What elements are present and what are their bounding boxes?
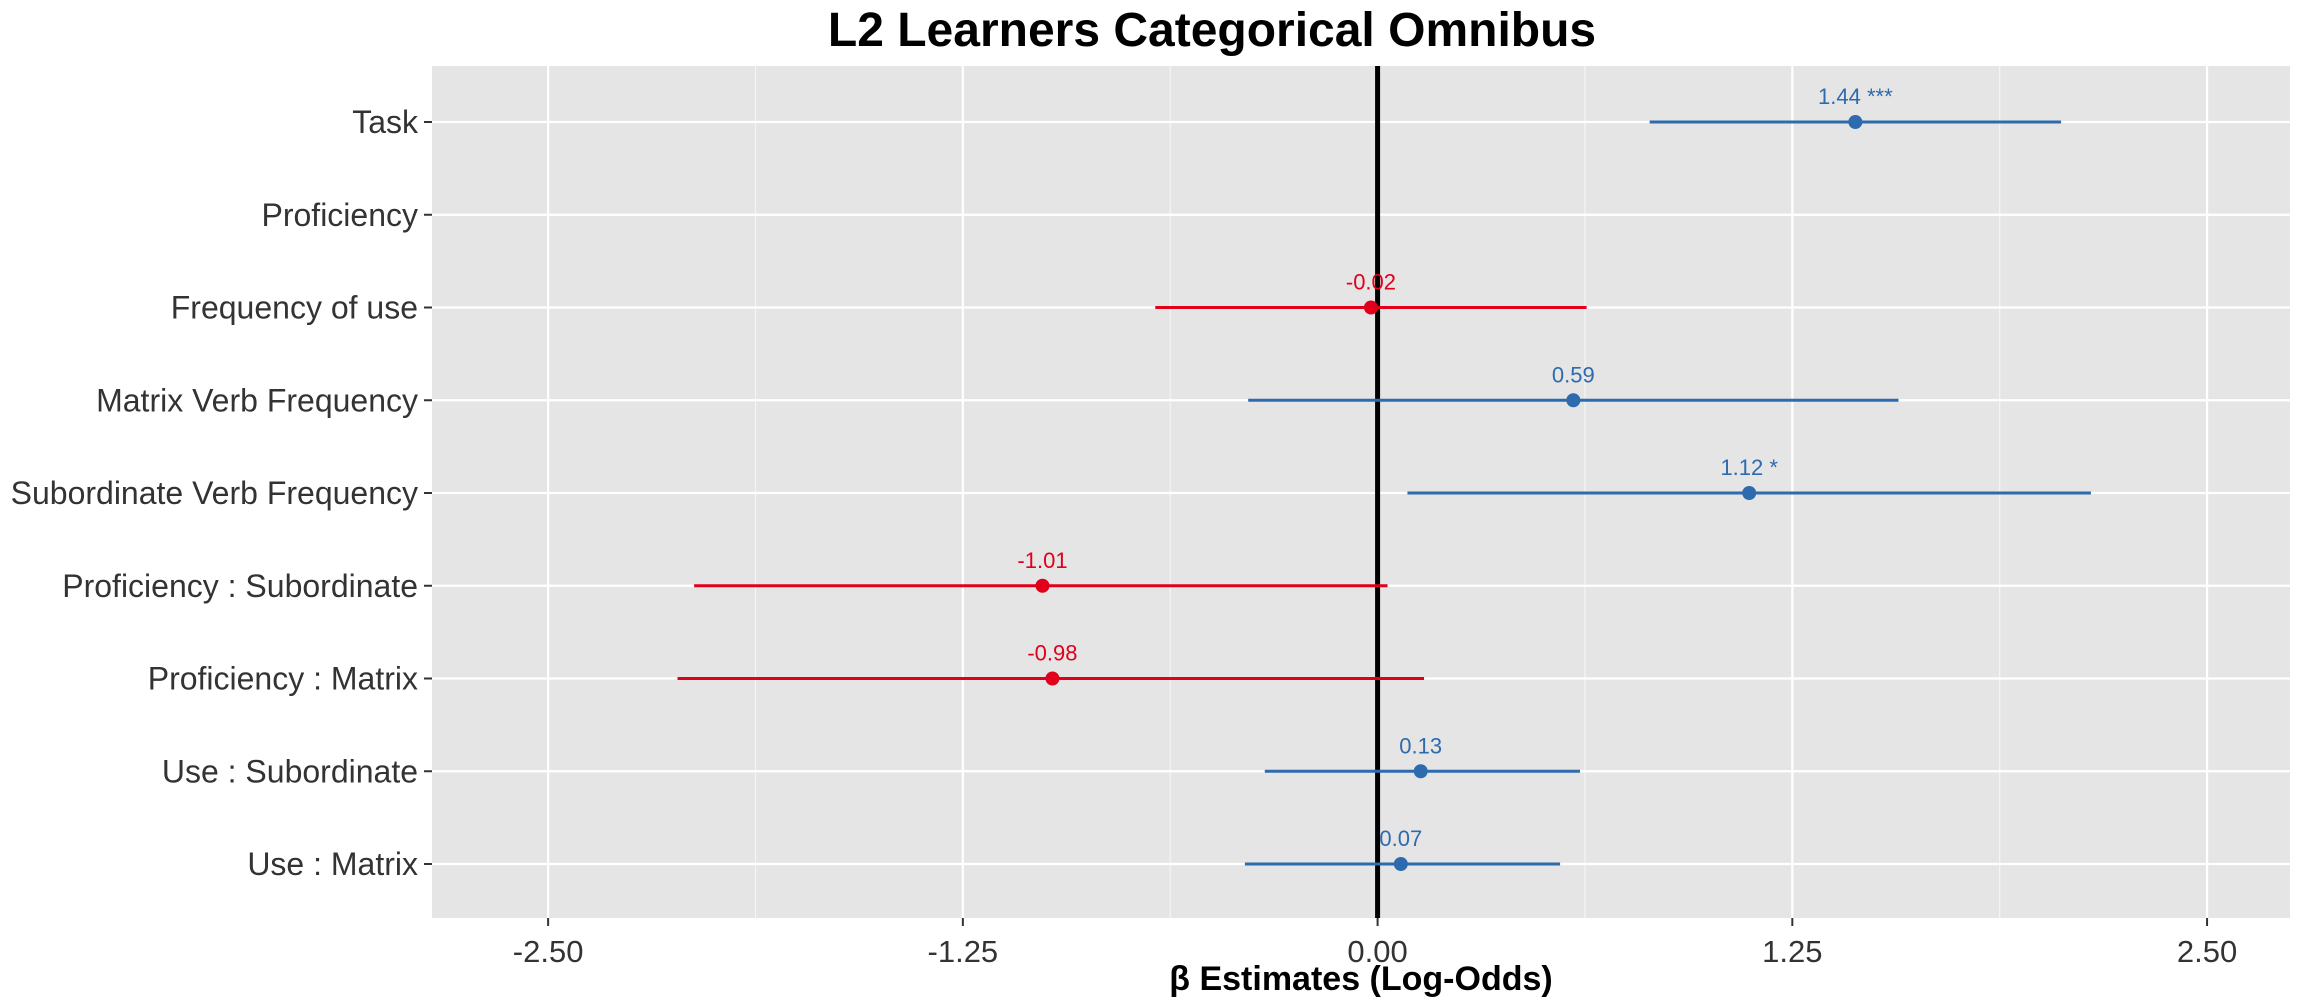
estimate-label: -0.02 [1346, 270, 1396, 295]
y-tick-label: Proficiency : Subordinate [62, 568, 418, 604]
y-tick-label: Use : Subordinate [162, 753, 418, 789]
x-tick-label: -2.50 [513, 934, 584, 969]
estimate-label: 1.12 * [1720, 455, 1778, 480]
y-tick-label: Subordinate Verb Frequency [11, 475, 418, 511]
estimate-point [1393, 857, 1408, 871]
y-tick-label: Task [352, 104, 419, 140]
estimate-label: 0.59 [1552, 362, 1595, 387]
estimate-point [1035, 578, 1050, 593]
x-tick-label: 0.00 [1347, 934, 1407, 969]
estimate-point [1848, 115, 1863, 129]
chart-title: L2 Learners Categorical Omnibus [828, 4, 1596, 57]
y-tick-label: Matrix Verb Frequency [96, 382, 418, 418]
estimate-label: -1.01 [1017, 548, 1067, 573]
estimate-point [1742, 486, 1757, 500]
estimate-point [1566, 393, 1581, 408]
estimate-point [1413, 764, 1428, 779]
x-tick-label: 1.25 [1762, 934, 1822, 969]
estimate-label: 0.13 [1399, 733, 1442, 758]
y-tick-label: Proficiency [262, 197, 419, 233]
y-tick-label: Proficiency : Matrix [148, 661, 418, 697]
x-tick-label: 2.50 [2177, 934, 2237, 969]
y-tick-label: Frequency of use [171, 290, 418, 326]
y-tick-label: Use : Matrix [247, 846, 418, 882]
x-tick-label: -1.25 [928, 934, 999, 969]
estimate-series: 1.44 *** -0.02 0.59 1.12 * -1.01 -0.98 0.13 0.0… [677, 84, 2091, 871]
y-axis: Task Proficiency Frequency of use Matrix Ve… [11, 104, 432, 882]
estimate-point [1363, 300, 1378, 315]
estimate-label: 1.44 *** [1818, 84, 1893, 109]
estimate-label: 0.07 [1379, 826, 1422, 851]
estimate-label: -0.98 [1027, 641, 1077, 666]
estimate-point [1045, 671, 1060, 686]
x-axis: -2.50 -1.25 0.00 1.25 2.50 [513, 918, 2237, 969]
x-axis-label: β Estimates (Log-Odds) [1169, 960, 1552, 998]
